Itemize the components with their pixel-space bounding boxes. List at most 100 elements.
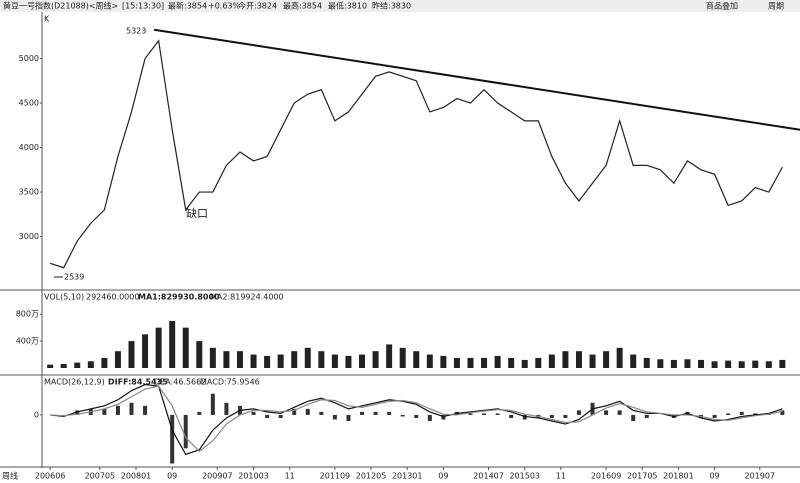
volume-bar xyxy=(494,355,501,368)
macd-bar xyxy=(482,413,487,415)
volume-bar xyxy=(236,351,243,368)
volume-bar xyxy=(738,361,745,368)
volume-bar xyxy=(60,363,67,368)
header-time: [15:13:30] xyxy=(122,2,164,11)
volume-bar xyxy=(440,355,447,368)
macd-bar xyxy=(251,411,256,415)
header-change: +0.63% xyxy=(208,2,241,11)
macd-bar xyxy=(224,402,229,415)
macd-bar xyxy=(360,411,365,415)
macd-bar xyxy=(712,414,717,418)
volume-bar xyxy=(304,347,311,368)
volume-bar xyxy=(698,359,705,368)
volume-bar xyxy=(508,357,515,368)
volume-bar xyxy=(603,351,610,368)
macd-bar xyxy=(617,410,622,415)
macd-bar xyxy=(265,414,270,418)
header-bar xyxy=(0,0,800,12)
period-button[interactable]: 周期 xyxy=(768,2,784,11)
x-tick-label: 09 xyxy=(438,472,448,481)
macd-bar xyxy=(468,413,473,415)
x-tick-label: 200705 xyxy=(85,472,116,481)
macd-bar xyxy=(170,414,175,464)
volume-bar xyxy=(169,320,176,368)
y-tick-label: 4500 xyxy=(19,99,39,108)
x-tick-label: 201109 xyxy=(320,472,351,481)
volume-bar xyxy=(114,351,121,368)
y-tick-label: 800万 xyxy=(16,310,39,319)
volume-bar xyxy=(277,354,284,368)
volume-bar xyxy=(128,341,135,368)
volume-bar xyxy=(264,355,271,368)
macd-bar xyxy=(563,414,568,418)
y-tick-label: 400万 xyxy=(16,337,39,346)
macd-bar xyxy=(495,413,500,415)
volume-bar xyxy=(223,351,230,368)
x-tick-label: 201503 xyxy=(509,472,540,481)
x-axis-label: 周线 xyxy=(2,471,18,481)
volume-bar xyxy=(467,357,474,368)
volume-bar xyxy=(399,347,406,368)
y-tick-label: 0 xyxy=(34,410,39,419)
x-tick-label: 201205 xyxy=(356,472,387,481)
macd-line xyxy=(50,385,783,453)
volume-bar xyxy=(291,351,298,368)
macd-bar xyxy=(549,414,554,418)
volume-bar xyxy=(101,357,108,368)
overlay-button[interactable]: 商品叠加 xyxy=(706,1,738,11)
volume-bar xyxy=(779,359,786,368)
volume-bar xyxy=(155,327,162,368)
volume-bar xyxy=(562,351,569,368)
volume-bar xyxy=(481,357,488,368)
y-tick-label: 3000 xyxy=(19,232,39,241)
y-tick-label: 5000 xyxy=(19,54,39,63)
y-tick-label: 3500 xyxy=(19,188,39,197)
macd-bar xyxy=(400,414,405,417)
macd-bar xyxy=(129,402,134,415)
volume-bar xyxy=(453,357,460,368)
macd-bar xyxy=(143,405,148,415)
header-latest: 最新:3854 xyxy=(168,1,207,11)
volume-bar xyxy=(657,359,664,368)
x-tick-label: 09 xyxy=(167,472,177,481)
x-tick-label: 201705 xyxy=(627,472,658,481)
volume-bar xyxy=(670,359,677,368)
volume-bar xyxy=(209,347,216,368)
volume-ma1: MA1:829930.8000 xyxy=(138,293,220,302)
header-title: 黄豆一号指数(D21088)<周线> xyxy=(3,1,118,11)
header-low: 最低:3810 xyxy=(328,1,367,11)
macd-bar xyxy=(387,411,392,415)
macd-bar xyxy=(522,414,527,420)
volume-bar xyxy=(535,357,542,368)
volume-bar xyxy=(765,361,772,368)
volume-bar xyxy=(87,361,94,368)
macd-bar xyxy=(644,414,649,418)
low-annotation: 2539 xyxy=(64,273,84,282)
macd-bar xyxy=(332,414,337,420)
volume-title: VOL(5,10) xyxy=(44,293,84,302)
price-line xyxy=(49,39,783,269)
volume-bar xyxy=(318,351,325,368)
peak-annotation: 5323 xyxy=(126,27,146,36)
macd-bar xyxy=(278,414,283,418)
macd-bar xyxy=(102,408,107,415)
x-tick-label: 201407 xyxy=(473,472,504,481)
macd-bar xyxy=(509,414,514,418)
x-tick-label: 201609 xyxy=(591,472,622,481)
macd-bar xyxy=(414,414,419,418)
x-tick-label: 11 xyxy=(556,472,566,481)
volume-bar xyxy=(196,341,203,368)
y-tick-label: 4000 xyxy=(19,143,39,152)
volume-bar xyxy=(589,354,596,368)
x-tick-label: 200606 xyxy=(35,472,66,481)
macd-bar xyxy=(292,408,297,415)
macd-bar xyxy=(305,408,310,415)
x-tick-label: 11 xyxy=(285,472,295,481)
macd-bar xyxy=(780,410,785,415)
x-tick-label: 201003 xyxy=(238,472,269,481)
x-tick-label: 201907 xyxy=(744,472,775,481)
volume-bar xyxy=(142,334,149,368)
macd-bar xyxy=(183,414,188,449)
volume-bar xyxy=(386,344,393,368)
